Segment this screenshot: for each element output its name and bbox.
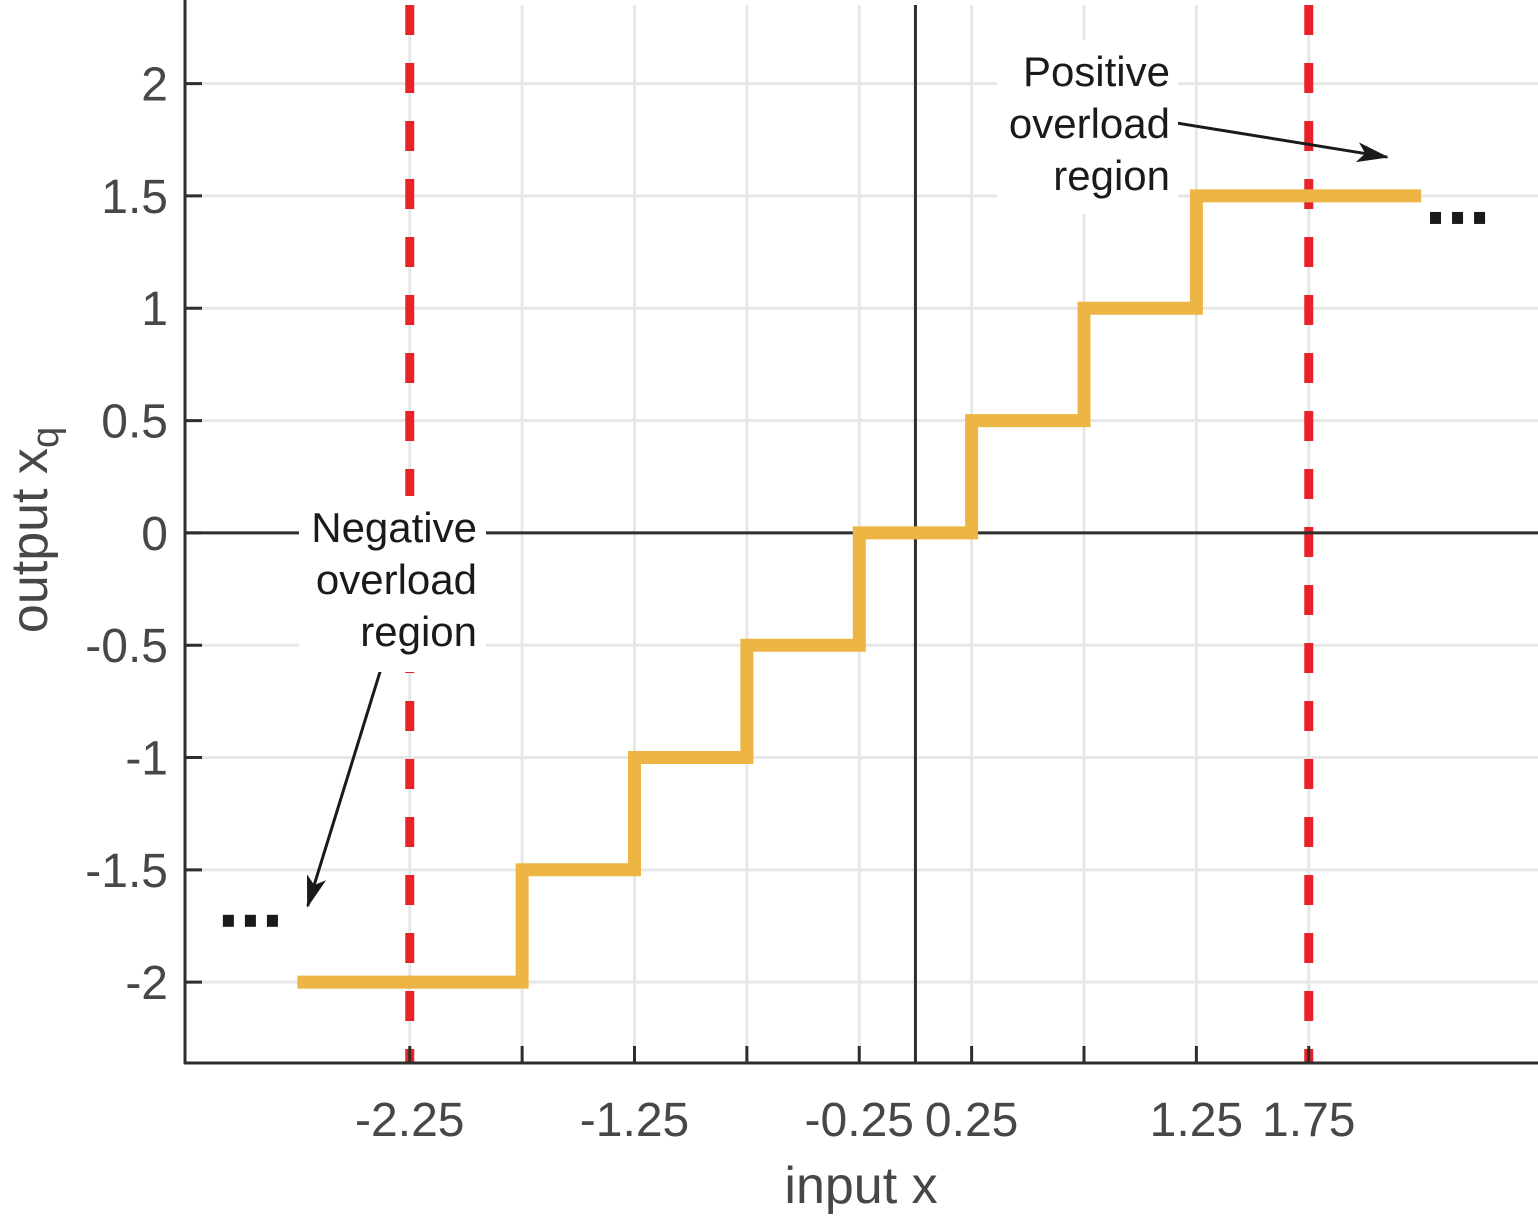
ellipsis-dot	[1430, 211, 1442, 224]
ellipsis-dots-left	[222, 914, 278, 927]
x-tick-label: 1.25	[1150, 1094, 1243, 1147]
y-tick-label: -0.5	[85, 620, 168, 673]
annotation-line: region	[1053, 152, 1170, 199]
x-axis-label: input x	[784, 1157, 938, 1215]
y-tick-label: 0	[141, 508, 168, 561]
ellipsis-dot	[266, 914, 278, 927]
positive-overload-arrow	[1175, 121, 1389, 163]
ellipsis-dot	[1452, 211, 1464, 224]
annotation-line: overload	[315, 556, 477, 603]
y-tick-label: -2	[125, 957, 168, 1010]
ellipsis-dot	[222, 914, 234, 927]
y-tick-label: 2	[141, 59, 168, 112]
annotation-line: region	[360, 608, 477, 655]
annotation-line: Negative	[311, 504, 477, 551]
y-axis-label-main: output x	[0, 448, 59, 634]
positive-overload-annotation: Positive overload region	[996, 40, 1178, 214]
negative-overload-annotation: Negative overload region	[299, 496, 486, 672]
y-tick-label: 1	[141, 283, 168, 336]
y-tick-label: 1.5	[101, 171, 168, 224]
y-tick-label: -1.5	[85, 845, 168, 898]
negative-overload-arrow	[306, 662, 385, 908]
y-tick-label: 0.5	[101, 396, 168, 449]
annotation-line: overload	[1008, 100, 1170, 147]
y-axis-label-subscript: q	[25, 426, 68, 449]
x-tick-label: 0.25	[925, 1094, 1018, 1147]
ellipsis-dot	[244, 914, 256, 927]
x-tick-label: 1.75	[1262, 1094, 1355, 1147]
x-tick-label: -2.25	[355, 1094, 464, 1147]
quantizer-staircase-line	[297, 189, 1422, 989]
annotation-line: Positive	[1022, 48, 1170, 95]
y-axis-label: output xq	[0, 427, 68, 633]
ellipsis-dots-right	[1430, 211, 1486, 224]
ellipsis-dot	[1474, 211, 1486, 224]
x-tick-label: -1.25	[580, 1094, 689, 1147]
x-tick-label: -0.25	[805, 1094, 914, 1147]
y-tick-label: -1	[125, 733, 168, 786]
